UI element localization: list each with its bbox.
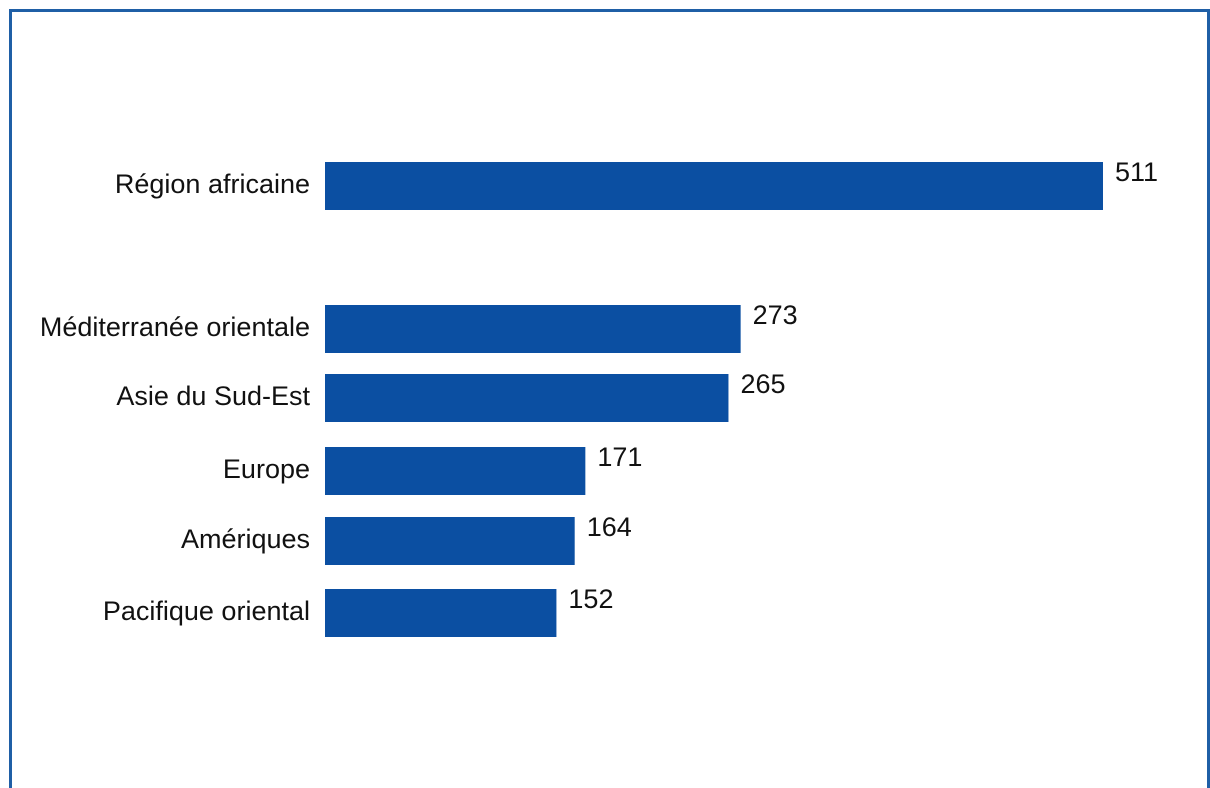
value-label-5: 152	[568, 584, 613, 614]
bar-1	[325, 305, 741, 353]
bar-0	[325, 162, 1103, 210]
value-label-2: 265	[740, 369, 785, 399]
category-label-1: Méditerranée orientale	[40, 312, 310, 342]
bar-4	[325, 517, 575, 565]
category-label-3: Europe	[223, 454, 310, 484]
bar-5	[325, 589, 557, 637]
chart-frame	[9, 9, 1210, 788]
bar-2	[325, 374, 729, 422]
value-label-3: 171	[597, 442, 642, 472]
value-label-0: 511	[1115, 157, 1158, 187]
category-label-4: Amériques	[181, 524, 310, 554]
category-label-2: Asie du Sud-Est	[116, 381, 310, 411]
value-label-4: 164	[587, 512, 632, 542]
category-label-0: Région africaine	[115, 169, 310, 199]
bar-3	[325, 447, 586, 495]
value-label-1: 273	[753, 300, 798, 330]
category-label-5: Pacifique oriental	[103, 596, 310, 626]
